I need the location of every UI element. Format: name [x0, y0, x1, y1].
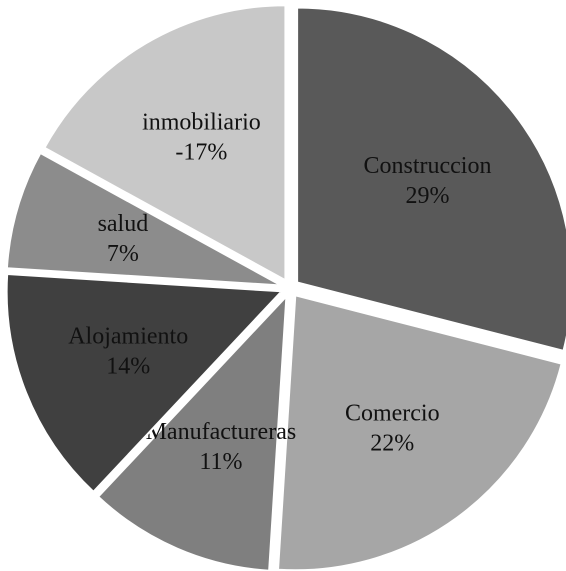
pie-slice	[5, 272, 284, 494]
slice-value-label: 11%	[199, 449, 242, 475]
slice-value-label: 22%	[370, 430, 414, 456]
slice-label: inmobiliario	[142, 110, 261, 136]
slice-label: salud	[98, 211, 149, 237]
slice-value-label: 7%	[107, 241, 139, 267]
pie-slice	[96, 293, 288, 571]
slice-value-label: 14%	[106, 354, 150, 380]
slice-label: Construccion	[363, 153, 491, 179]
slice-label: Manufactureras	[146, 419, 297, 445]
pie-slice	[43, 4, 287, 282]
pie-slice	[276, 294, 563, 571]
slice-value-label: 29%	[405, 183, 449, 209]
pie-slice	[296, 6, 566, 353]
pie-slice	[5, 151, 282, 287]
slice-label: Alojamiento	[68, 324, 188, 350]
slice-label: Comercio	[345, 400, 440, 426]
slice-value-label: -17%	[175, 140, 227, 166]
